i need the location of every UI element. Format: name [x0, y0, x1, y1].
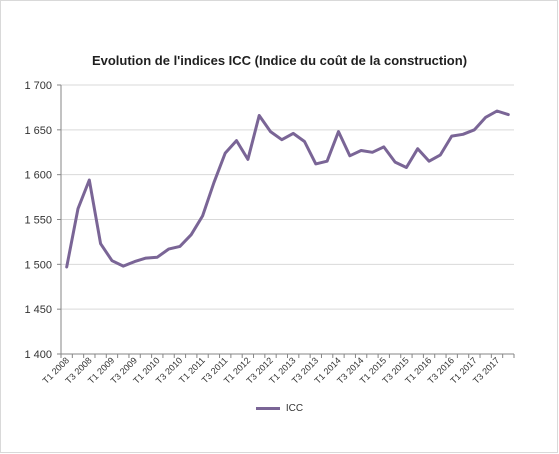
legend: ICC	[0, 403, 559, 414]
data-point	[281, 139, 283, 141]
data-point	[202, 215, 204, 217]
data-point	[371, 151, 373, 153]
data-point	[88, 179, 90, 181]
data-point	[349, 155, 351, 157]
gridlines	[61, 84, 514, 310]
data-point	[224, 152, 226, 154]
data-point	[303, 140, 305, 142]
data-point	[383, 146, 385, 148]
data-point	[236, 140, 238, 142]
data-point	[507, 114, 509, 116]
data-point	[473, 129, 475, 131]
data-point	[270, 131, 272, 133]
data-point	[66, 266, 68, 268]
data-point	[485, 116, 487, 118]
data-point	[428, 160, 430, 162]
y-tick-label: 1 600	[24, 170, 52, 182]
data-point	[394, 161, 396, 163]
data-point	[258, 114, 260, 116]
y-tick-labels: 1 400 1 450 1 500 1 550 1 600 1 650 1 700	[24, 80, 52, 361]
data-point	[247, 158, 249, 160]
data-point	[134, 261, 136, 263]
series-line-icc	[65, 109, 510, 269]
data-point	[315, 163, 317, 165]
data-point	[77, 208, 79, 210]
data-point	[439, 154, 441, 156]
data-point	[111, 260, 113, 262]
y-tick-label: 1 700	[24, 80, 52, 92]
series-layer	[65, 109, 510, 269]
data-point	[156, 256, 158, 258]
data-point	[292, 132, 294, 134]
data-point	[100, 243, 102, 245]
data-point	[122, 265, 124, 267]
data-point	[417, 148, 419, 150]
legend-label-icc: ICC	[285, 403, 304, 414]
y-tick-label: 1 500	[24, 259, 52, 271]
data-point	[179, 245, 181, 247]
data-point	[462, 133, 464, 135]
chart-title: Evolution de l'indices ICC (Indice du co…	[91, 53, 468, 68]
data-point	[405, 166, 407, 168]
data-point	[213, 182, 215, 184]
legend-swatch-icc	[255, 406, 280, 410]
axes	[57, 84, 515, 358]
data-point	[496, 110, 498, 112]
data-point	[337, 131, 339, 133]
y-tick-label: 1 400	[24, 349, 52, 361]
data-point	[451, 135, 453, 137]
data-point	[168, 248, 170, 250]
y-tick-label: 1 550	[24, 215, 52, 227]
data-point	[145, 257, 147, 259]
data-point	[360, 149, 362, 151]
data-point	[190, 234, 192, 236]
y-tick-label: 1 450	[24, 304, 52, 316]
data-point	[326, 160, 328, 162]
y-tick-label: 1 650	[24, 125, 52, 137]
